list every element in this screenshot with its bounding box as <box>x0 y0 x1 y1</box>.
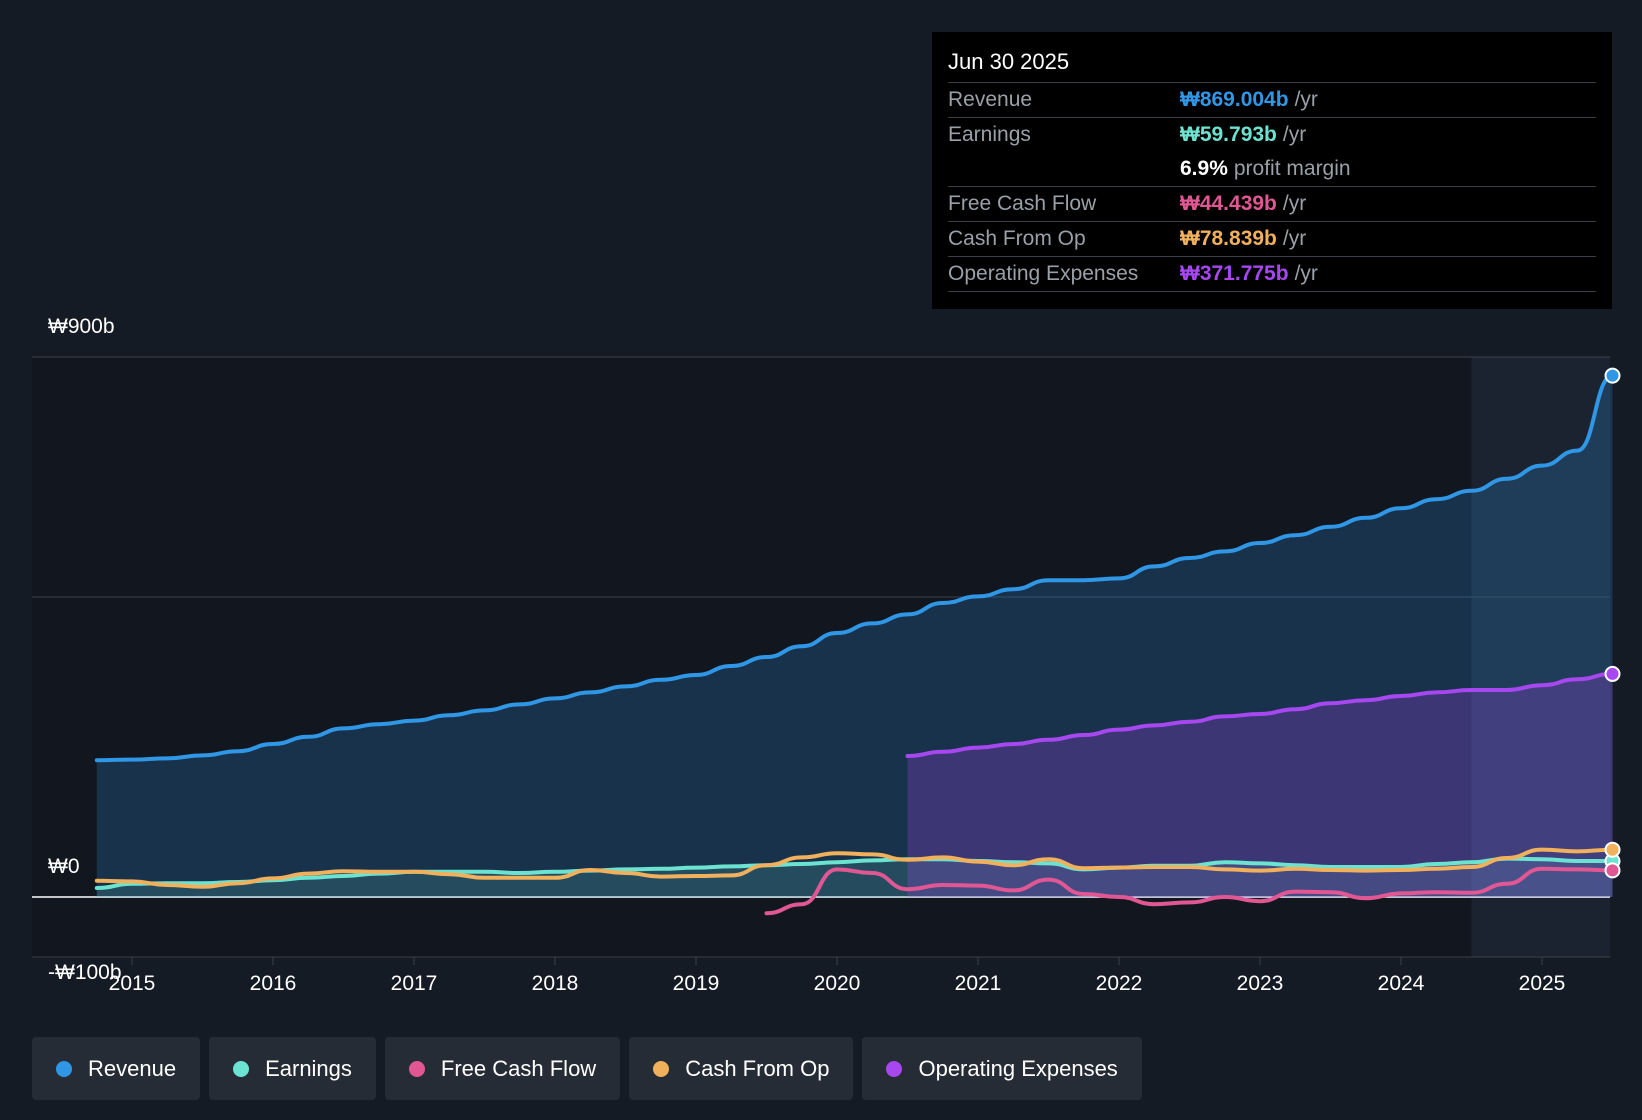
legend-item-operating-expenses[interactable]: Operating Expenses <box>862 1037 1142 1100</box>
legend-item-cash-from-op[interactable]: Cash From Op <box>629 1037 854 1100</box>
x-tick-label: 2020 <box>814 972 861 995</box>
legend-dot-icon <box>886 1060 903 1077</box>
legend-item-earnings[interactable]: Earnings <box>209 1037 376 1100</box>
tooltip-label: Free Cash Flow <box>948 192 1097 215</box>
y-axis-label: ₩900b <box>48 315 115 338</box>
x-tick-label: 2015 <box>109 972 156 995</box>
end-point-operating-expenses <box>1604 665 1621 682</box>
tooltip-value: ₩78.839b <box>1180 227 1277 250</box>
tooltip-label: Revenue <box>948 88 1033 111</box>
x-tick-label: 2024 <box>1378 972 1425 995</box>
tooltip-unit: profit margin <box>1233 157 1351 180</box>
tooltip-value: ₩371.775b <box>1180 262 1289 285</box>
x-tick-label: 2021 <box>955 972 1002 995</box>
x-tick-label: 2022 <box>1096 972 1143 995</box>
tooltip-unit: /yr <box>1282 192 1307 215</box>
tooltip-unit: /yr <box>1282 123 1307 146</box>
tooltip-value: ₩869.004b <box>1180 88 1289 111</box>
legend-item-revenue[interactable]: Revenue <box>32 1037 201 1100</box>
x-tick-label: 2018 <box>532 972 579 995</box>
legend: Revenue Earnings Free Cash Flow Cash From O… <box>32 1037 1142 1100</box>
legend-dot-icon <box>408 1060 425 1077</box>
tooltip-label: Earnings <box>948 123 1031 146</box>
line-operating-expenses <box>905 671 1615 758</box>
tooltip-date: Jun 30 2025 <box>948 46 1596 83</box>
tooltip-unit: /yr <box>1282 227 1307 250</box>
y-axis-label: -₩100b <box>48 961 122 984</box>
tooltip-row-cash-from-op: Cash From Op ₩78.839b/yr <box>948 222 1596 257</box>
area-operating-expenses <box>907 673 1613 897</box>
legend-label: Cash From Op <box>685 1055 830 1081</box>
x-tick-label: 2019 <box>673 972 720 995</box>
end-point-cash-from-op <box>1604 841 1621 858</box>
legend-dot-icon <box>653 1060 670 1077</box>
line-free-cash-flow <box>764 866 1615 916</box>
tooltip-value: ₩59.793b <box>1180 123 1277 146</box>
line-revenue <box>94 373 1615 763</box>
tooltip-value: 6.9% <box>1180 157 1228 180</box>
legend-dot-icon <box>233 1060 250 1077</box>
legend-label: Operating Expenses <box>918 1055 1118 1081</box>
tooltip-row-earnings: Earnings ₩59.793b/yr <box>948 118 1596 152</box>
legend-label: Earnings <box>265 1055 352 1081</box>
highlight-region <box>1471 357 1610 957</box>
area-revenue <box>96 375 1613 898</box>
line-cash-from-op <box>94 847 1615 889</box>
tooltip-panel: Jun 30 2025 Revenue ₩869.004b/yr Earnings ₩… <box>932 32 1612 309</box>
x-tick-label: 2016 <box>250 972 297 995</box>
tooltip-label: Cash From Op <box>948 227 1086 250</box>
y-axis-label: ₩0 <box>48 855 80 878</box>
tooltip-unit: /yr <box>1294 88 1318 111</box>
end-point-revenue <box>1604 367 1621 384</box>
x-tick-label: 2025 <box>1519 972 1566 995</box>
end-point-free-cash-flow <box>1604 862 1621 879</box>
tooltip-row-free-cash-flow: Free Cash Flow ₩44.439b/yr <box>948 187 1596 222</box>
legend-item-free-cash-flow[interactable]: Free Cash Flow <box>384 1037 621 1100</box>
x-tick-label: 2017 <box>391 972 438 995</box>
x-tick-label: 2023 <box>1237 972 1284 995</box>
tooltip-value: ₩44.439b <box>1180 192 1277 215</box>
tooltip-row-revenue: Revenue ₩869.004b/yr <box>948 83 1596 118</box>
tooltip-label: Operating Expenses <box>948 262 1139 285</box>
legend-label: Free Cash Flow <box>440 1055 597 1081</box>
line-earnings <box>94 856 1615 890</box>
tooltip-row-profit-margin: 6.9% profit margin <box>948 152 1596 187</box>
tooltip-row-operating-expenses: Operating Expenses ₩371.775b/yr <box>948 257 1596 292</box>
plot-background <box>32 357 1610 957</box>
legend-dot-icon <box>56 1060 72 1077</box>
tooltip-unit: /yr <box>1294 262 1318 285</box>
legend-label: Revenue <box>88 1055 177 1081</box>
